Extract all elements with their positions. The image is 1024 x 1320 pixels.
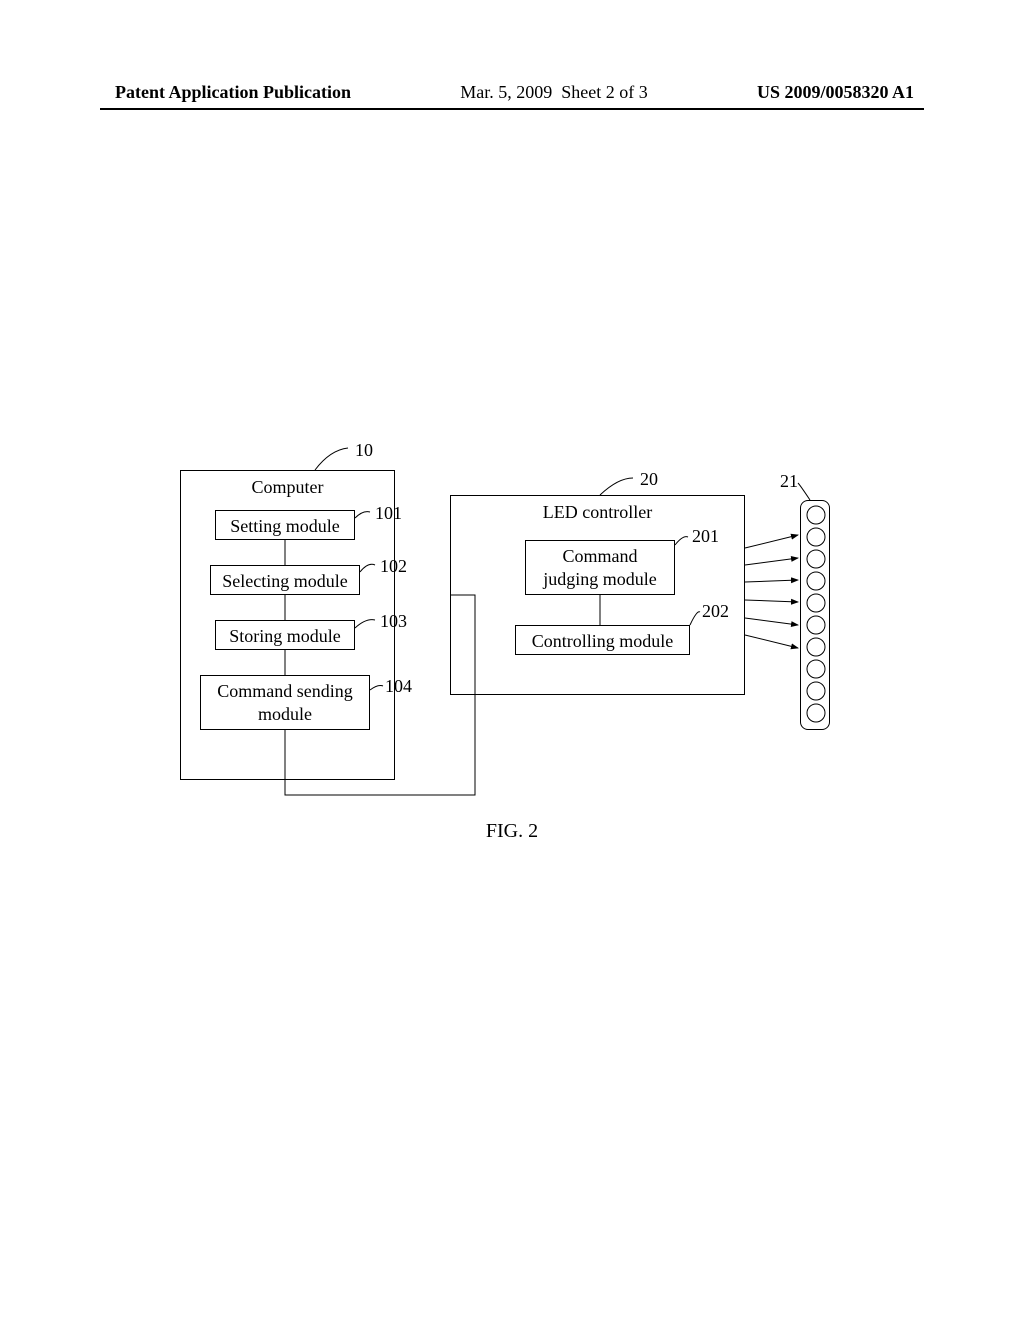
selecting-module: Selecting module	[210, 565, 360, 595]
ref-102: 102	[380, 556, 407, 577]
figure-2: Computer 10 Setting module 101 Selecting…	[170, 440, 880, 820]
selecting-module-label: Selecting module	[222, 571, 347, 591]
ref-101: 101	[375, 503, 402, 524]
command-sending-module-label: Command sending module	[217, 681, 353, 724]
computer-title: Computer	[181, 477, 394, 498]
storing-module-label: Storing module	[229, 626, 341, 646]
publication-label: Patent Application Publication	[115, 82, 351, 103]
ref-20: 20	[640, 469, 658, 490]
ref-103: 103	[380, 611, 407, 632]
header-date: Mar. 5, 2009	[460, 82, 552, 102]
setting-module-label: Setting module	[230, 516, 340, 536]
controlling-module: Controlling module	[515, 625, 690, 655]
command-judging-module: Command judging module	[525, 540, 675, 595]
ref-202: 202	[702, 601, 729, 622]
command-judging-module-label: Command judging module	[543, 546, 657, 589]
setting-module: Setting module	[215, 510, 355, 540]
led-circles	[801, 501, 831, 731]
page-header: Patent Application Publication Mar. 5, 2…	[0, 82, 1024, 103]
date-sheet: Mar. 5, 2009 Sheet 2 of 3	[460, 82, 647, 103]
ref-201: 201	[692, 526, 719, 547]
storing-module: Storing module	[215, 620, 355, 650]
command-sending-module: Command sending module	[200, 675, 370, 730]
controlling-module-label: Controlling module	[532, 631, 674, 651]
figure-caption: FIG. 2	[0, 820, 1024, 843]
ref-10: 10	[355, 440, 373, 461]
ref-21: 21	[780, 471, 798, 492]
publication-number: US 2009/0058320 A1	[757, 82, 914, 103]
header-rule	[100, 108, 924, 110]
ref-104: 104	[385, 676, 412, 697]
header-sheet: Sheet 2 of 3	[561, 82, 647, 102]
led-strip	[800, 500, 830, 730]
led-controller-block: LED controller	[450, 495, 745, 695]
led-controller-title: LED controller	[451, 502, 744, 523]
